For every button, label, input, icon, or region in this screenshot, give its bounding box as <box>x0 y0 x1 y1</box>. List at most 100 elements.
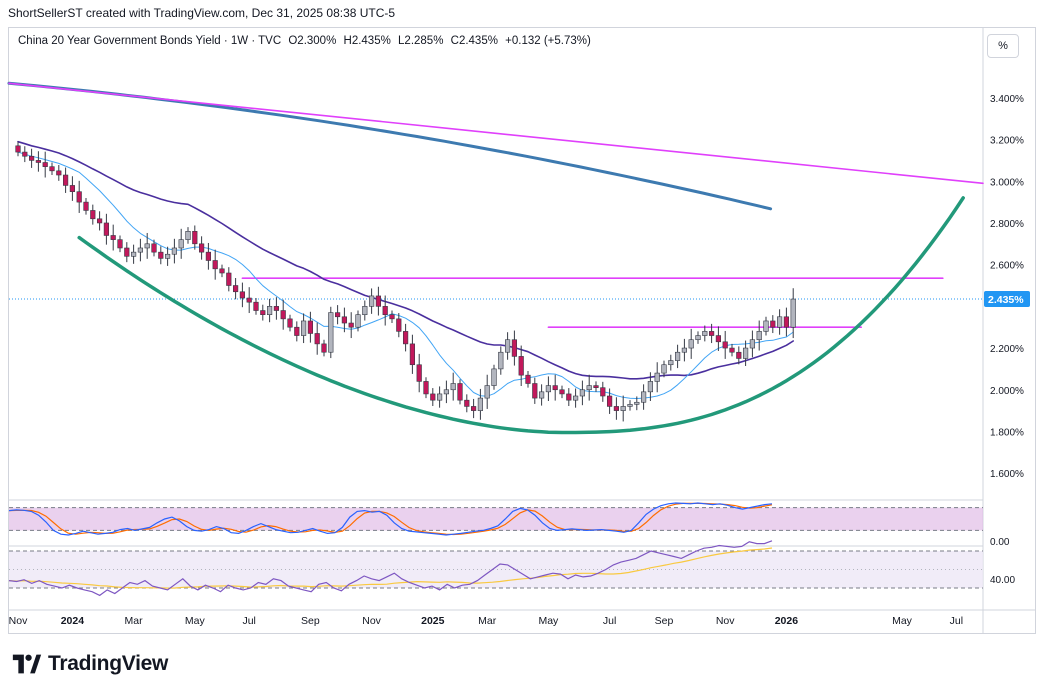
candle <box>144 232 150 259</box>
candle-body <box>341 316 348 324</box>
rsi-axis-label: 40.00 <box>990 575 1015 586</box>
candle-body <box>165 253 171 259</box>
candle-body <box>627 404 633 407</box>
candle-body <box>382 306 388 315</box>
candle <box>606 388 613 414</box>
candle <box>35 151 41 172</box>
candle <box>185 227 191 244</box>
price-tick-label: 2.000% <box>990 386 1024 397</box>
symbol-name: China 20 Year Government Bonds Yield · 1… <box>18 35 282 47</box>
candle <box>15 141 21 157</box>
time-tick-label: 2024 <box>61 615 85 627</box>
candle <box>430 388 436 407</box>
candle <box>668 354 674 371</box>
candle-body <box>532 383 538 399</box>
candle <box>328 306 334 359</box>
candle <box>783 307 789 337</box>
candle-body <box>470 406 477 411</box>
candle-body <box>35 160 41 163</box>
candle-body <box>239 291 246 299</box>
tradingview-logo-icon <box>12 654 42 674</box>
ohlc-low: L2.285% <box>398 35 444 47</box>
candle-body <box>708 331 715 336</box>
candle-body <box>566 393 572 401</box>
candle-body <box>83 201 89 211</box>
candle-body <box>518 356 524 376</box>
candle-body <box>368 295 375 307</box>
candle <box>314 322 320 355</box>
candle <box>776 309 783 335</box>
candle <box>620 395 626 422</box>
candle <box>165 246 171 266</box>
candle <box>708 323 715 344</box>
candle-body <box>593 385 599 388</box>
candle <box>674 344 681 369</box>
candle <box>341 307 348 333</box>
candle-body <box>674 351 681 361</box>
candle <box>239 282 246 308</box>
candle <box>491 364 497 390</box>
candle <box>518 345 524 387</box>
candle-body <box>328 312 334 353</box>
candle <box>511 330 517 366</box>
price-tick-label: 1.600% <box>990 469 1024 480</box>
time-axis[interactable]: Nov 2024 Mar May Jul Sep Nov 2025 Mar May Jul Sep No… <box>9 609 1035 627</box>
candle-body <box>729 347 735 353</box>
candle-body <box>668 360 674 366</box>
candle <box>205 242 212 270</box>
stochastic-panel[interactable]: 0.00 <box>8 499 1010 548</box>
price-axis[interactable]: 3.400% 3.200% 3.000% 2.800% 2.600% 2.200% 2.00… <box>982 28 1030 633</box>
tradingview-logo-text: TradingView <box>48 652 169 675</box>
candle-body <box>307 320 314 334</box>
candle-body <box>477 397 484 411</box>
candle <box>736 346 742 365</box>
attribution-header: ShortSellerST created with TradingView.c… <box>8 6 396 20</box>
candle <box>62 167 69 193</box>
slow-moving-average <box>7 81 773 211</box>
candle <box>579 380 585 406</box>
candle-body <box>294 326 300 336</box>
candle <box>552 374 558 401</box>
candle-body <box>348 322 354 328</box>
candle-body <box>409 343 416 366</box>
candle <box>382 295 388 326</box>
candle <box>450 372 456 401</box>
time-tick-label: Mar <box>125 615 144 627</box>
candle <box>409 334 416 374</box>
candle-body <box>334 312 341 318</box>
candle-body <box>28 155 35 161</box>
candle <box>695 331 701 344</box>
tradingview-logo[interactable]: TradingView <box>12 652 168 676</box>
candle-body <box>681 347 687 353</box>
candle-body <box>233 285 239 293</box>
resistance-trendline <box>8 82 984 185</box>
price-tick-label: 3.400% <box>990 94 1024 105</box>
candle-body <box>246 297 252 303</box>
percent-scale-button[interactable]: % <box>987 34 1019 58</box>
candle-body <box>199 243 205 253</box>
chart-frame[interactable] <box>8 27 1036 634</box>
rsi-ma-line <box>8 547 773 589</box>
candle <box>226 267 232 292</box>
candle <box>593 381 599 392</box>
time-tick-label: 2026 <box>775 615 799 627</box>
rsi-line <box>8 540 773 597</box>
candle <box>151 239 157 257</box>
candle-body <box>103 222 109 236</box>
time-tick-label: May <box>538 615 559 627</box>
candle <box>355 310 361 332</box>
candle-body <box>790 298 796 328</box>
candle-body <box>375 295 382 307</box>
candle <box>504 332 511 360</box>
rsi-panel[interactable]: 40.00 <box>8 540 1015 597</box>
candle-body <box>402 331 409 345</box>
last-price-badge <box>984 291 1030 308</box>
candle <box>22 146 28 163</box>
candle <box>110 224 116 251</box>
candle <box>56 165 62 181</box>
candle <box>402 323 409 352</box>
candle-body <box>219 268 225 274</box>
candle-body <box>355 314 361 328</box>
candle <box>103 213 109 245</box>
